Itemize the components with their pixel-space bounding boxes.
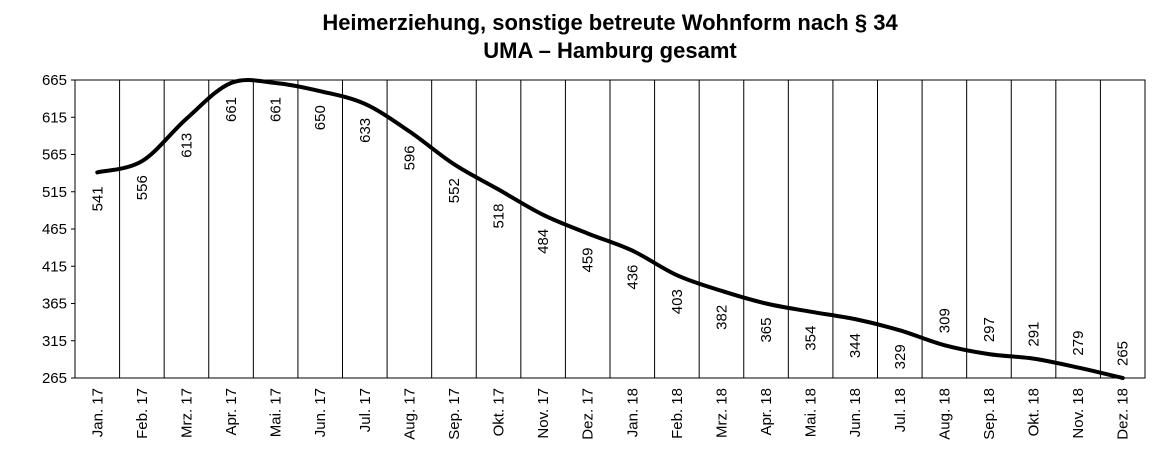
- x-tick-label: Nov. 17: [535, 388, 552, 439]
- data-label: 297: [981, 317, 998, 342]
- data-label: 279: [1070, 331, 1087, 356]
- data-label: 459: [580, 247, 597, 272]
- chart-title: Heimerziehung, sonstige betreute Wohnfor…: [322, 10, 898, 35]
- x-tick-label: Aug. 18: [936, 388, 953, 440]
- data-label: 541: [89, 186, 106, 211]
- x-tick-label: Okt. 18: [1026, 388, 1043, 436]
- y-tick-label: 515: [42, 184, 67, 201]
- data-label: 613: [178, 133, 195, 158]
- data-line: [95, 78, 1125, 380]
- data-label: 329: [892, 344, 909, 369]
- y-tick-label: 615: [42, 109, 67, 126]
- x-tick-label: Jun. 17: [312, 388, 329, 437]
- data-label: 556: [134, 175, 151, 200]
- data-label: 633: [357, 118, 374, 143]
- x-tick-label: Mai. 18: [803, 388, 820, 437]
- data-label: 650: [312, 105, 329, 130]
- x-tick-label: Aug. 17: [401, 388, 418, 440]
- x-tick-label: Apr. 18: [758, 388, 775, 436]
- x-tick-label: Jul. 18: [892, 388, 909, 432]
- x-tick-label: Mrz. 18: [713, 388, 730, 438]
- y-tick-label: 565: [42, 147, 67, 164]
- x-tick-label: Dez. 18: [1115, 388, 1132, 440]
- data-label: 382: [713, 305, 730, 330]
- data-label: 309: [936, 308, 953, 333]
- data-label: 354: [803, 326, 820, 351]
- x-tick-label: Feb. 18: [669, 388, 686, 439]
- x-tick-label: Dez. 17: [580, 388, 597, 440]
- y-tick-label: 265: [42, 370, 67, 387]
- data-label: 265: [1115, 341, 1132, 366]
- y-tick-label: 415: [42, 258, 67, 275]
- x-tick-label: Apr. 17: [223, 388, 240, 436]
- x-tick-label: Mrz. 17: [178, 388, 195, 438]
- y-tick-label: 315: [42, 333, 67, 350]
- x-tick-label: Jan. 18: [624, 388, 641, 437]
- chart-subtitle: UMA – Hamburg gesamt: [483, 38, 737, 63]
- data-label: 403: [669, 289, 686, 314]
- x-tick-label: Jul. 17: [357, 388, 374, 432]
- x-tick-label: Okt. 17: [491, 388, 508, 436]
- data-label: 291: [1026, 322, 1043, 347]
- x-tick-label: Sep. 17: [446, 388, 463, 440]
- y-tick-label: 365: [42, 296, 67, 313]
- y-tick-label: 465: [42, 221, 67, 238]
- x-tick-label: Mai. 17: [268, 388, 285, 437]
- x-tick-label: Feb. 17: [134, 388, 151, 439]
- data-label: 661: [223, 97, 240, 122]
- data-label: 484: [535, 229, 552, 254]
- data-label: 436: [624, 265, 641, 290]
- y-tick-label: 665: [42, 72, 67, 89]
- data-label: 596: [401, 145, 418, 170]
- data-label: 552: [446, 178, 463, 203]
- data-label: 365: [758, 318, 775, 343]
- x-tick-label: Sep. 18: [981, 388, 998, 440]
- x-tick-label: Jun. 18: [847, 388, 864, 437]
- data-label: 661: [268, 97, 285, 122]
- data-label: 344: [847, 333, 864, 358]
- data-label: 518: [491, 204, 508, 229]
- x-tick-label: Jan. 17: [89, 388, 106, 437]
- x-tick-label: Nov. 18: [1070, 388, 1087, 439]
